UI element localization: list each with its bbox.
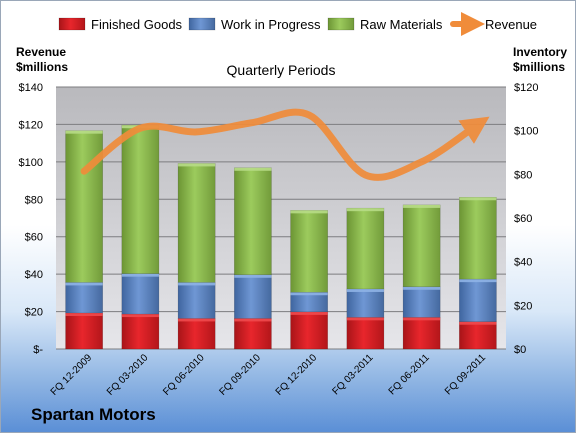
bar-work-in-progress <box>346 288 385 318</box>
right-tick-label: $0 <box>514 344 526 356</box>
bar-top-work-in-progress <box>290 292 328 296</box>
left-tick-label: $40 <box>25 269 43 281</box>
left-tick-label: $- <box>33 344 43 356</box>
bar-finished-goods <box>402 317 441 350</box>
revenue-point <box>196 131 198 133</box>
category-label: FQ 06-2010 <box>161 352 207 398</box>
bar-top-finished-goods <box>459 321 497 325</box>
bar-top-finished-goods <box>178 318 216 322</box>
bar-raw-materials <box>177 163 216 283</box>
bar-raw-materials <box>346 207 385 290</box>
category-label: FQ 09-2010 <box>217 352 263 398</box>
bar-top-work-in-progress <box>403 286 441 290</box>
bar-top-raw-materials <box>403 204 441 208</box>
revenue-point <box>83 170 85 172</box>
right-tick-label: $20 <box>514 300 532 312</box>
legend-swatch-finished-goods <box>58 17 86 31</box>
bar-work-in-progress <box>177 282 216 319</box>
bar-top-finished-goods <box>121 314 159 318</box>
category-label: FQ 03-2011 <box>331 352 376 397</box>
revenue-line <box>80 108 490 181</box>
right-tick-label: $60 <box>514 213 532 225</box>
revenue-point <box>308 114 310 116</box>
legend-swatch-raw-materials <box>327 17 355 31</box>
bar-raw-materials <box>234 167 272 276</box>
right-tick-label: $80 <box>514 169 532 181</box>
bar-top-raw-materials <box>65 130 103 134</box>
revenue-point <box>139 127 141 129</box>
chart-title: Quarterly Periods <box>227 62 336 78</box>
left-tick-label: $120 <box>19 119 43 131</box>
legend-label-revenue: Revenue <box>485 17 537 32</box>
bar-top-raw-materials <box>178 163 216 167</box>
right-tick-label: $100 <box>514 126 538 138</box>
bar-top-raw-materials <box>346 208 384 212</box>
bar-top-finished-goods <box>346 317 384 321</box>
bar-raw-materials <box>459 197 497 280</box>
bar-finished-goods <box>346 317 385 350</box>
right-tick-label: $40 <box>514 257 532 269</box>
bar-top-work-in-progress <box>178 282 216 286</box>
bar-top-work-in-progress <box>65 282 103 286</box>
revenue-point <box>252 122 254 124</box>
right-tick-label: $120 <box>514 82 538 94</box>
bar-top-work-in-progress <box>459 279 497 283</box>
legend: Finished Goods Work in Progress Raw Materi… <box>58 12 537 36</box>
category-label: FQ 06-2011 <box>387 352 432 397</box>
bar-top-finished-goods <box>403 317 441 321</box>
bar-top-raw-materials <box>459 197 497 201</box>
category-label: FQ 12-2009 <box>49 352 95 398</box>
left-axis-label-line2: $millions <box>16 60 69 74</box>
left-tick-label: $20 <box>25 307 43 319</box>
bar-raw-materials <box>290 210 328 293</box>
company-name: Spartan Motors <box>31 405 156 424</box>
legend-label-work-in-progress: Work in Progress <box>221 17 321 32</box>
left-tick-label: $80 <box>25 194 43 206</box>
legend-label-raw-materials: Raw Materials <box>360 17 443 32</box>
bar-top-work-in-progress <box>346 288 384 292</box>
bar-groups <box>65 124 497 350</box>
bar-work-in-progress <box>459 278 497 322</box>
left-axis-label: Revenue $millions <box>16 45 68 75</box>
bar-finished-goods <box>177 318 216 350</box>
bar-work-in-progress <box>402 286 441 318</box>
bar-top-raw-materials <box>290 210 328 214</box>
revenue-point <box>364 174 366 176</box>
bar-top-finished-goods <box>65 312 103 316</box>
bar-raw-materials <box>402 204 441 288</box>
left-axis-label-line1: Revenue <box>16 45 67 59</box>
category-label: FQ 03-2010 <box>105 352 151 398</box>
bar-top-raw-materials <box>234 167 272 171</box>
bar-raw-materials <box>121 124 160 274</box>
bar-finished-goods <box>121 313 160 350</box>
legend-swatch-work-in-progress <box>188 17 216 31</box>
right-axis-label: Inventory $millions <box>513 45 567 75</box>
bar-top-work-in-progress <box>234 274 272 278</box>
left-tick-label: $60 <box>25 232 43 244</box>
bar-finished-goods <box>459 321 497 350</box>
left-tick-label: $140 <box>19 82 43 94</box>
bar-top-finished-goods <box>234 318 272 322</box>
revenue-line-group <box>80 108 490 181</box>
right-axis-label-line2: $millions <box>513 60 566 74</box>
bar-finished-goods <box>290 311 328 350</box>
bar-work-in-progress <box>65 282 103 314</box>
legend-label-finished-goods: Finished Goods <box>91 17 183 32</box>
category-label: FQ 09-2011 <box>443 352 488 397</box>
revenue-point <box>421 161 423 163</box>
bar-work-in-progress <box>234 274 272 319</box>
right-axis-label-line1: Inventory <box>513 45 568 59</box>
left-tick-label: $100 <box>19 157 43 169</box>
revenue-point <box>477 123 479 125</box>
bar-raw-materials <box>65 130 103 283</box>
bar-top-work-in-progress <box>121 273 159 277</box>
bar-work-in-progress <box>121 273 160 315</box>
category-label: FQ 12-2010 <box>274 352 320 398</box>
bar-finished-goods <box>234 318 272 350</box>
bar-top-finished-goods <box>290 311 328 315</box>
bar-finished-goods <box>65 312 103 350</box>
